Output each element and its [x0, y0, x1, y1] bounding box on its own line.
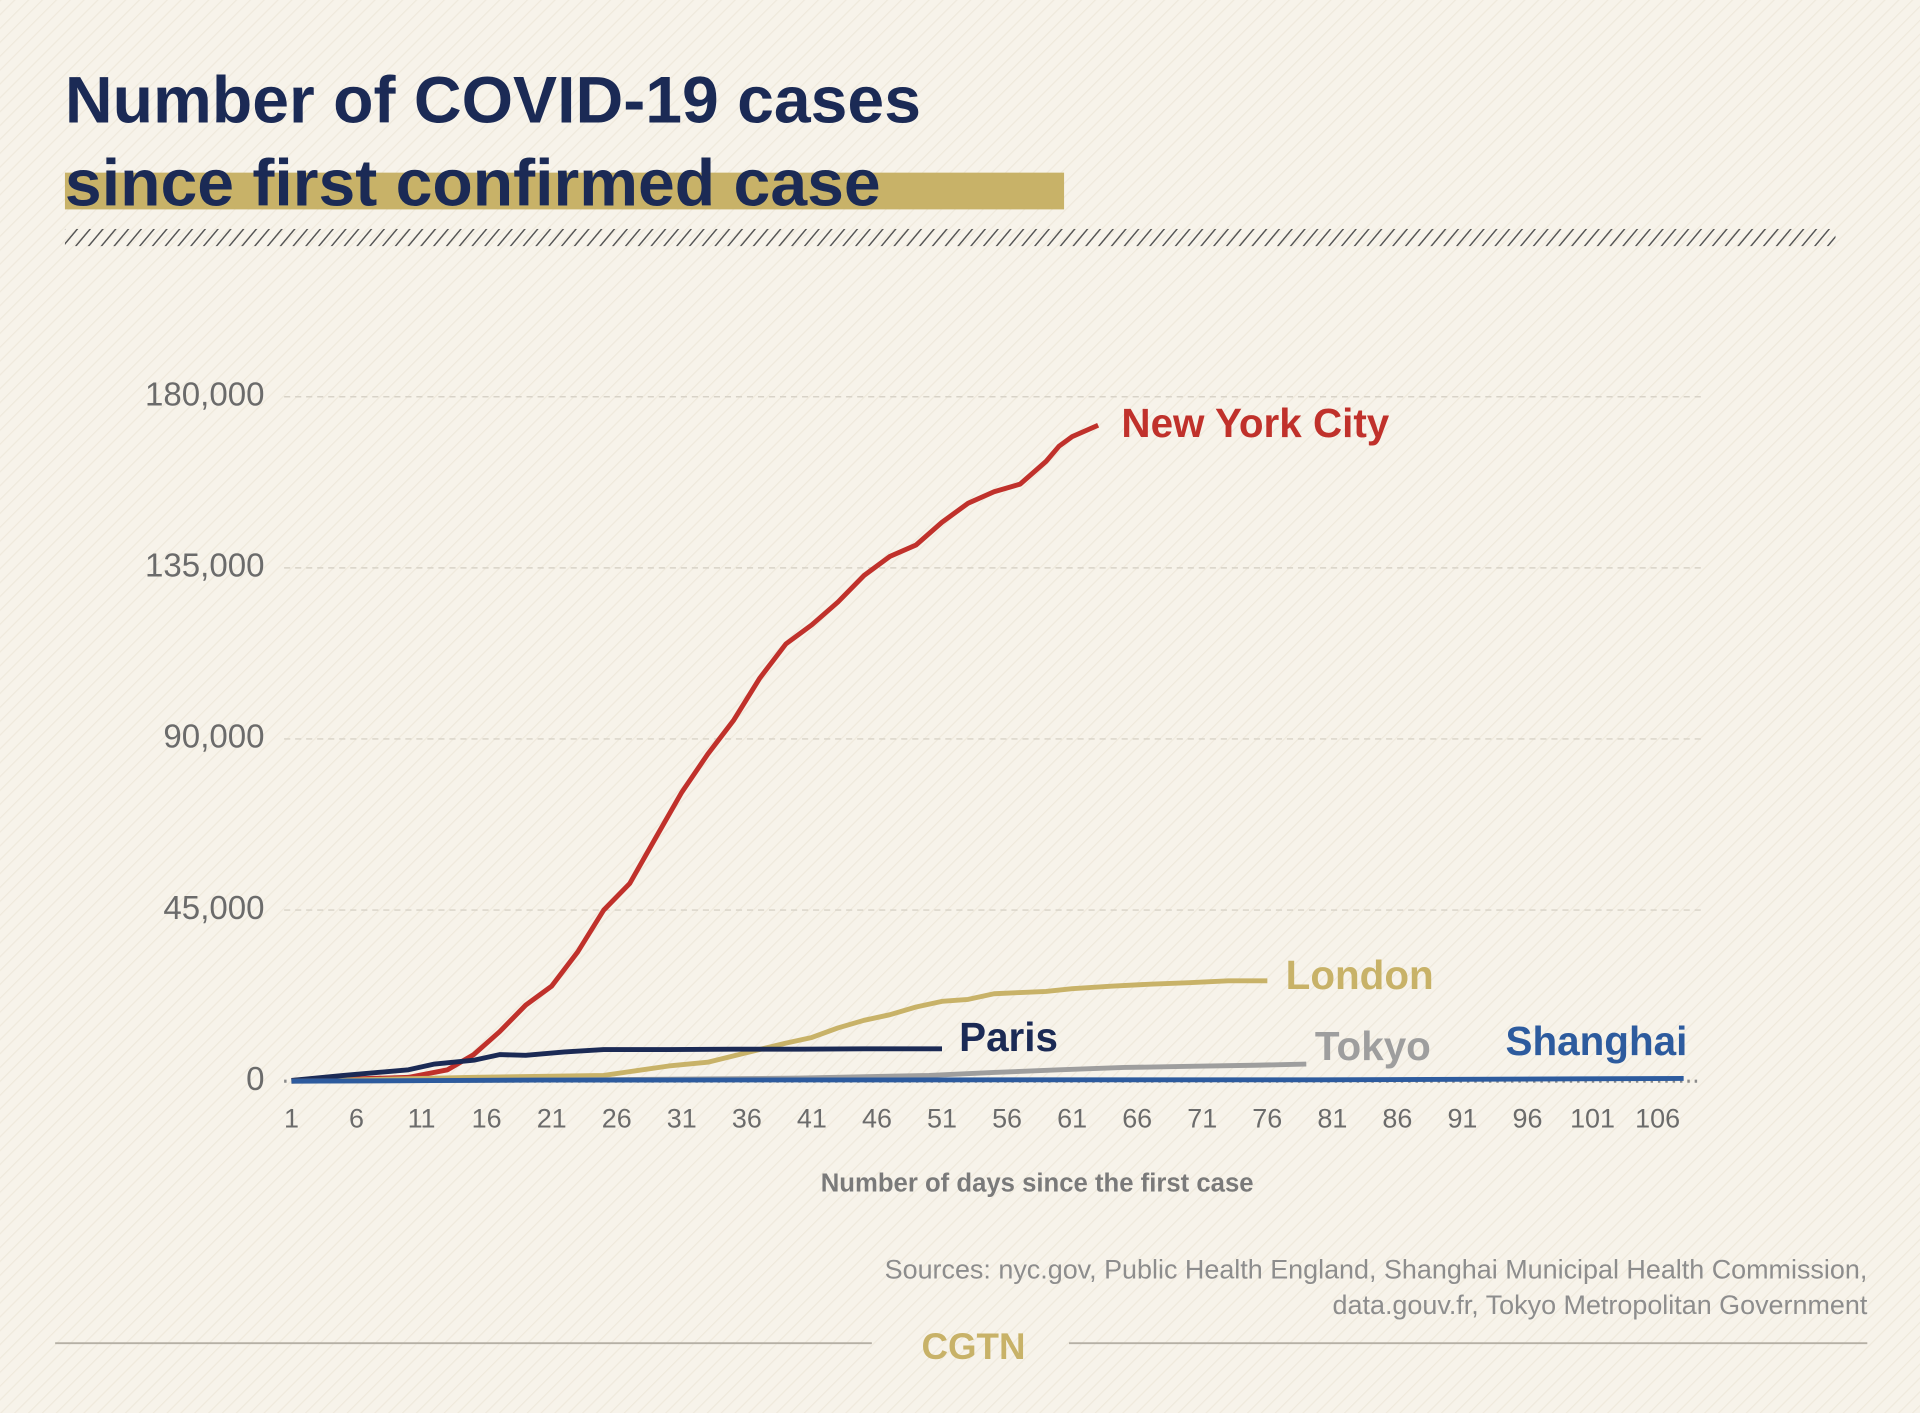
- y-tick-label: 90,000: [163, 719, 264, 756]
- x-tick-label: 31: [667, 1103, 697, 1133]
- x-tick-label: 1: [284, 1103, 299, 1133]
- title-highlight: [64, 172, 1065, 210]
- line: [291, 423, 1100, 1084]
- y-tick-label: 180,000: [145, 376, 264, 413]
- x-tick-label: 36: [732, 1103, 762, 1133]
- x-tick-label: 81: [1317, 1103, 1347, 1133]
- x-tick-label: 51: [927, 1103, 957, 1133]
- x-tick-label: 106: [1635, 1103, 1680, 1133]
- y-tick-label: 135,000: [145, 548, 264, 585]
- x-tick-label: 16: [472, 1103, 502, 1133]
- brand: CGTN: [921, 1326, 1025, 1367]
- x-tick-label: 6: [349, 1103, 364, 1133]
- x-tick-label: 101: [1570, 1103, 1615, 1133]
- x-tick-label: 71: [1187, 1103, 1217, 1133]
- line: [291, 1076, 1684, 1084]
- divider: [64, 228, 1836, 247]
- line: [291, 978, 1268, 1084]
- series-label: New York City: [1121, 400, 1389, 446]
- x-tick-label: 11: [408, 1103, 436, 1133]
- x-tick-label: 96: [1513, 1103, 1543, 1133]
- x-tick-label: 56: [992, 1103, 1022, 1133]
- x-tick-label: 41: [797, 1103, 827, 1133]
- line: [291, 1046, 943, 1083]
- x-tick-label: 21: [537, 1103, 567, 1133]
- y-tick-label: 0: [246, 1061, 264, 1098]
- chart-title: since first confirmed case: [65, 147, 881, 221]
- x-tick-label: 66: [1122, 1103, 1152, 1133]
- chart-title: Number of COVID-19 cases: [65, 63, 921, 137]
- series-label: Shanghai: [1506, 1018, 1688, 1064]
- source: data.gouv.fr, Tokyo Metropolitan Governm…: [1333, 1290, 1868, 1320]
- series-label: London: [1286, 952, 1434, 998]
- x-tick-label: 26: [602, 1103, 632, 1133]
- x-axis-label: Number of days since the first case: [821, 1169, 1254, 1197]
- x-tick-label: 86: [1382, 1103, 1412, 1133]
- series-label: Paris: [959, 1014, 1058, 1060]
- x-tick-label: 76: [1252, 1103, 1282, 1133]
- y-tick-label: 45,000: [163, 890, 264, 927]
- x-tick-label: 61: [1057, 1103, 1087, 1133]
- series-label: Tokyo: [1315, 1023, 1431, 1069]
- source: Sources: nyc.gov, Public Health England,…: [885, 1254, 1868, 1284]
- x-tick-label: 91: [1447, 1103, 1477, 1133]
- x-tick-label: 46: [862, 1103, 892, 1133]
